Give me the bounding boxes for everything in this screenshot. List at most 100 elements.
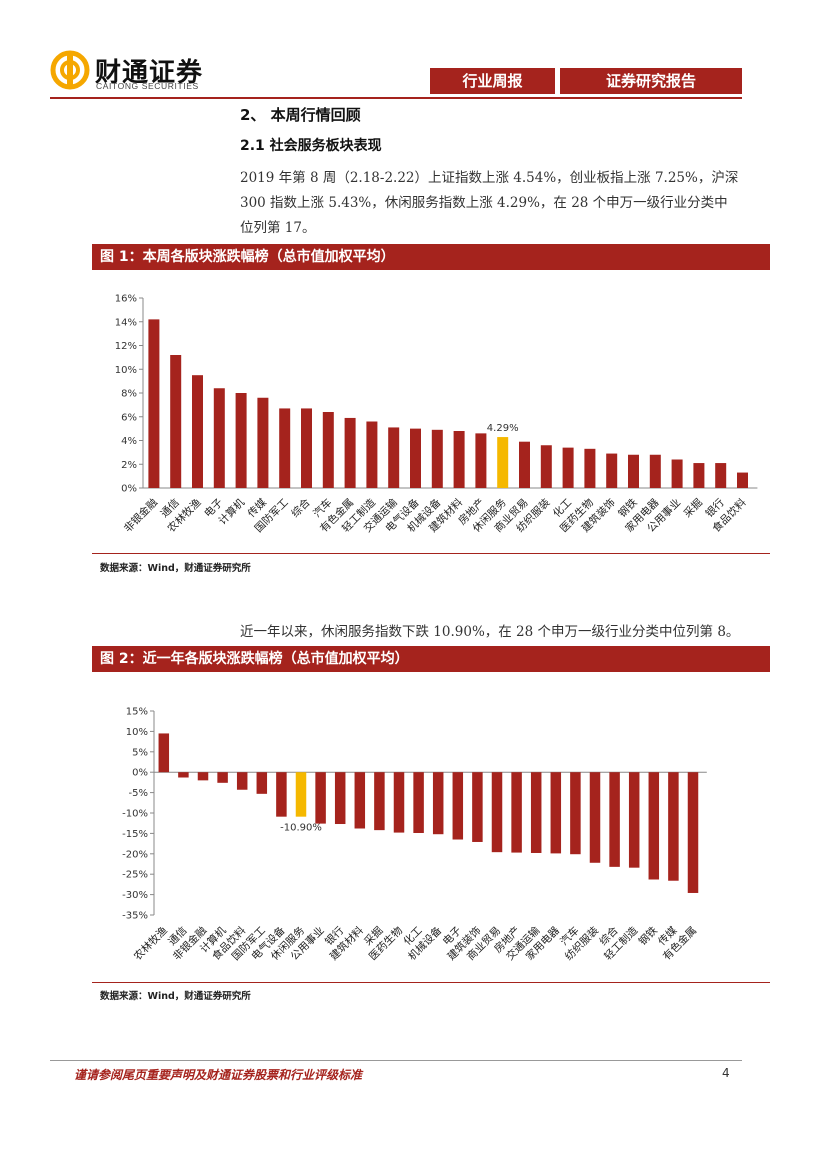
bar (236, 772, 248, 790)
bar (213, 388, 225, 488)
bar (540, 445, 552, 488)
bar (431, 429, 443, 488)
y-tick-label: -5% (129, 788, 148, 799)
bar (410, 428, 421, 488)
y-tick-label: 14% (115, 317, 137, 328)
section-heading: 2、 本周行情回顾 (240, 106, 361, 124)
paragraph-weekly: 2019 年第 8 周（2.18-2.22）上证指数上涨 4.54%，创业板指上… (240, 170, 739, 236)
y-tick-label: 10% (126, 727, 148, 738)
yearly-sector-bar-chart: 15% 10% 5% 0% -5% -10% -15% -20% -25% -30% -35% 农林牧… (122, 707, 707, 963)
x-category-label: 采掘 (681, 496, 705, 520)
y-tick-label: -15% (122, 829, 148, 840)
bar (432, 772, 444, 835)
bar (148, 319, 160, 488)
figure2-bottom-rule (92, 982, 770, 983)
bar (197, 772, 209, 781)
bar (315, 772, 326, 824)
bar (170, 355, 182, 488)
bar (334, 772, 346, 825)
bar (276, 772, 287, 817)
header-tab-report: 证券研究报告 (560, 68, 742, 94)
figure2-title: 图 2：近一年各版块涨跌幅榜（总市值加权平均） (92, 646, 770, 672)
figure2-source: 数据来源：Wind，财通证券研究所 (100, 991, 251, 1002)
bar (388, 427, 400, 488)
y-tick-label: -25% (122, 870, 148, 881)
bar (562, 447, 574, 488)
y-tick-label: -20% (122, 849, 148, 860)
bar (530, 772, 542, 853)
bar (649, 454, 661, 488)
y-tick-label: 5% (132, 747, 148, 758)
figure1-title: 图 1：本周各版块涨跌幅榜（总市值加权平均） (92, 244, 770, 270)
bar (256, 772, 268, 794)
bar (158, 733, 170, 773)
bar (570, 772, 581, 855)
y-tick-label: -30% (122, 890, 148, 901)
bar (589, 772, 601, 863)
bar (257, 397, 269, 488)
x-category-label: 非银金融 (121, 496, 160, 535)
logo-emblem-icon (50, 50, 90, 90)
bar (497, 437, 509, 488)
company-logo: 财通证券 CAITONG SECURITIES (50, 50, 250, 94)
y-tick-label: 15% (126, 707, 148, 718)
logo-text: 财通证券 (95, 58, 204, 88)
bar (475, 433, 487, 488)
header-tab-weekly: 行业周报 (430, 68, 555, 94)
x-category-label: 钢铁 (636, 924, 660, 948)
bar (413, 772, 424, 833)
bar (519, 441, 530, 488)
bar (374, 772, 385, 831)
bar (393, 772, 405, 833)
bar (606, 453, 618, 488)
y-tick-label: -10% (122, 809, 148, 820)
bar (354, 772, 366, 829)
y-tick-label: 4% (121, 436, 137, 447)
highlight-data-label: 4.29% (487, 423, 519, 434)
bar (550, 772, 562, 854)
paragraph-yearly: 近一年以来，休闲服务指数下跌 10.90%，在 28 个申万一级行业分类中位列第… (240, 624, 740, 640)
bar (279, 408, 291, 488)
footer-disclaimer: 谨请参阅尾页重要声明及财通证券股票和行业评级标准 (74, 1068, 363, 1082)
footer-divider (50, 1060, 742, 1061)
bar (628, 454, 639, 488)
bar (235, 393, 247, 488)
bar (295, 772, 307, 817)
logo-subtitle: CAITONG SECURITIES (96, 81, 199, 91)
bar (344, 417, 356, 488)
y-tick-label: 0% (132, 768, 148, 779)
bar (217, 772, 228, 783)
bar (671, 459, 683, 488)
figure1-bottom-rule (92, 553, 770, 554)
bar (693, 463, 705, 488)
bar (737, 472, 748, 488)
y-tick-label: 12% (115, 341, 137, 352)
bar (452, 772, 464, 840)
bar (687, 772, 699, 893)
bar (192, 375, 203, 488)
bar (322, 412, 334, 488)
highlight-data-label: -10.90% (280, 823, 322, 834)
bar (668, 772, 679, 881)
y-tick-label: 16% (115, 294, 137, 305)
y-tick-label: 2% (121, 460, 137, 471)
bar (178, 772, 189, 778)
bar (472, 772, 483, 842)
y-tick-label: 0% (121, 484, 137, 495)
x-category-label: 农林牧渔 (131, 924, 170, 963)
bar (648, 772, 660, 880)
weekly-sector-bar-chart: 0%2%4%6%8%10%12%14%16%非银金融通信农林牧渔电子计算机传媒国… (115, 294, 758, 535)
bar (301, 408, 312, 488)
bar (453, 431, 465, 488)
bar (584, 448, 596, 488)
y-tick-label: 10% (115, 365, 137, 376)
bar (511, 772, 522, 853)
bar (366, 421, 378, 488)
y-tick-label: -35% (122, 911, 148, 922)
bar (715, 463, 727, 488)
subsection-heading: 2.1 社会服务板块表现 (240, 138, 382, 154)
x-category-label: 综合 (289, 496, 313, 520)
figure1-source: 数据来源：Wind，财通证券研究所 (100, 563, 251, 574)
bar (491, 772, 503, 853)
bar (609, 772, 620, 867)
